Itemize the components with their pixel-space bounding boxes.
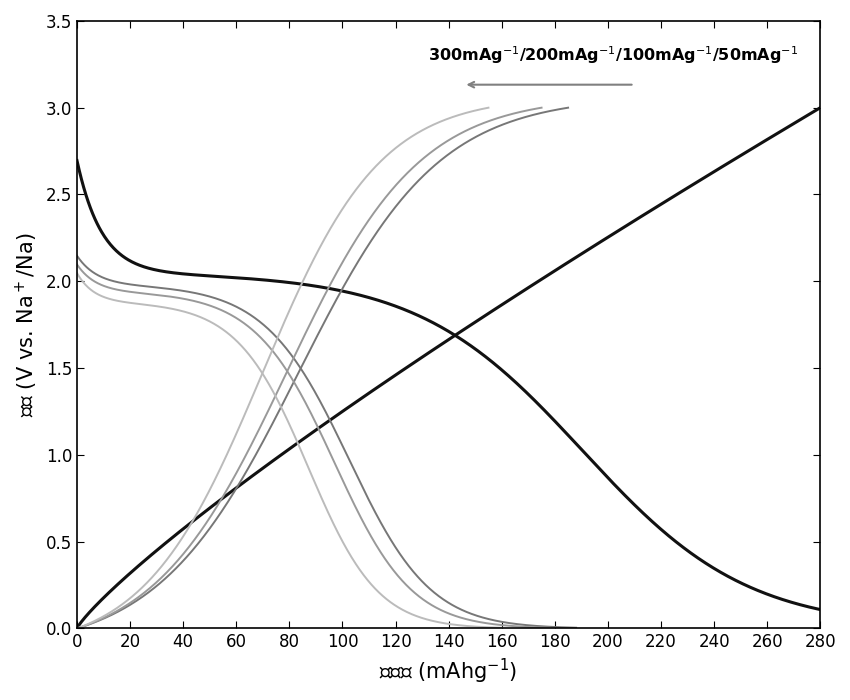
Text: 300mAg$^{-1}$/200mAg$^{-1}$/100mAg$^{-1}$/50mAg$^{-1}$: 300mAg$^{-1}$/200mAg$^{-1}$/100mAg$^{-1}… — [428, 45, 798, 66]
Y-axis label: 电压 (V vs. Na$^+$/Na): 电压 (V vs. Na$^+$/Na) — [14, 232, 40, 417]
X-axis label: 比容量 (mAhg$^{-1}$): 比容量 (mAhg$^{-1}$) — [379, 657, 518, 686]
